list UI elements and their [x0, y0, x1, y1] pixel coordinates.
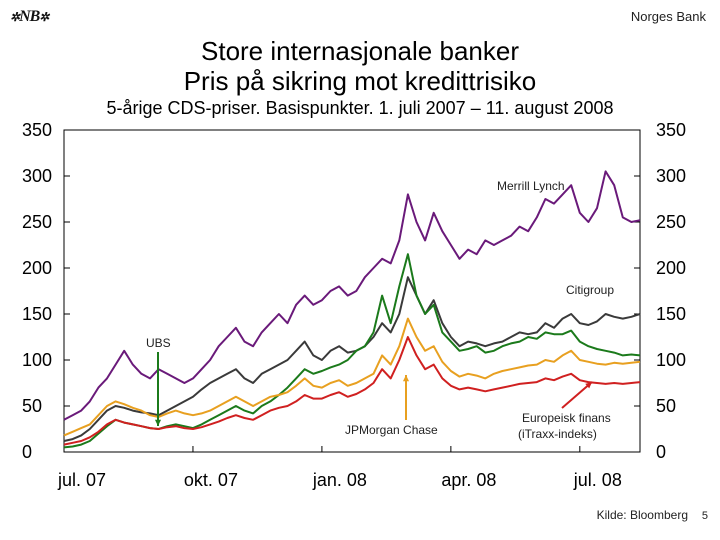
- y-tick-label-right: 150: [656, 304, 686, 324]
- annotation-citigroup: Citigroup: [566, 283, 614, 297]
- y-tick-label-left: 350: [22, 120, 52, 140]
- plot-frame: [63, 129, 641, 453]
- chart-title-line2: Pris på sikring mot kredittrisiko: [183, 66, 537, 96]
- annotation-itraxx-arrow: [561, 381, 593, 409]
- y-tick-label-left: 50: [22, 396, 42, 416]
- annotation-merrill-lynch: Merrill Lynch: [497, 179, 565, 193]
- annotation-jpm-arrow-head: [402, 375, 410, 382]
- series-line-jpm: [63, 317, 641, 437]
- y-tick-label-left: 200: [22, 258, 52, 278]
- annotation-jpmorgan-chase: JPMorgan Chase: [345, 423, 438, 437]
- series-line-citi: [63, 276, 641, 442]
- annotation-itraxx-line2: (iTraxx-indeks): [518, 427, 597, 441]
- y-tick-label-left: 250: [22, 212, 52, 232]
- y-tick-label-right: 300: [656, 166, 686, 186]
- y-tick-label-right: 0: [656, 442, 666, 462]
- y-tick-label-left: 0: [22, 442, 32, 462]
- y-tick-label-left: 100: [22, 350, 52, 370]
- page-number: 5: [701, 510, 708, 522]
- chart-title-line1: Store internasjonale banker: [201, 36, 519, 66]
- y-tick-label-right: 50: [656, 396, 676, 416]
- annotation-itraxx-arrow-head: [585, 382, 592, 389]
- annotation-ubs-arrow-head: [154, 419, 162, 426]
- y-tick-label-left: 150: [22, 304, 52, 324]
- logo-mark-right: ✲: [39, 10, 49, 24]
- y-tick-label-right: 100: [656, 350, 686, 370]
- annotation-ubs: UBS: [146, 336, 171, 350]
- y-tick-label-right: 350: [656, 120, 686, 140]
- norges-bank-logo: ✲NB✲: [10, 8, 49, 26]
- org-name: Norges Bank: [630, 9, 706, 24]
- source-note: Kilde: Bloomberg: [596, 508, 688, 522]
- x-tick-label: jul. 07: [57, 470, 106, 490]
- x-tick-label: apr. 08: [441, 470, 496, 490]
- x-tick-label: jul. 08: [573, 470, 622, 490]
- logo-text: NB: [19, 8, 40, 25]
- annotation-itraxx-line1: Europeisk finans: [522, 411, 611, 425]
- series-line-merrill: [63, 170, 641, 421]
- chart-subtitle: 5-årige CDS-priser. Basispunkter. 1. jul…: [106, 98, 614, 118]
- y-tick-label-right: 250: [656, 212, 686, 232]
- logo-mark-left: ✲: [10, 10, 20, 24]
- x-tick-label: okt. 07: [184, 470, 238, 490]
- y-tick-label-left: 300: [22, 166, 52, 186]
- x-tick-label: jan. 08: [312, 470, 367, 490]
- chart-title: Store internasjonale banker Pris på sikr…: [0, 36, 720, 96]
- series-line-itraxx: [63, 336, 641, 446]
- y-tick-label-right: 200: [656, 258, 686, 278]
